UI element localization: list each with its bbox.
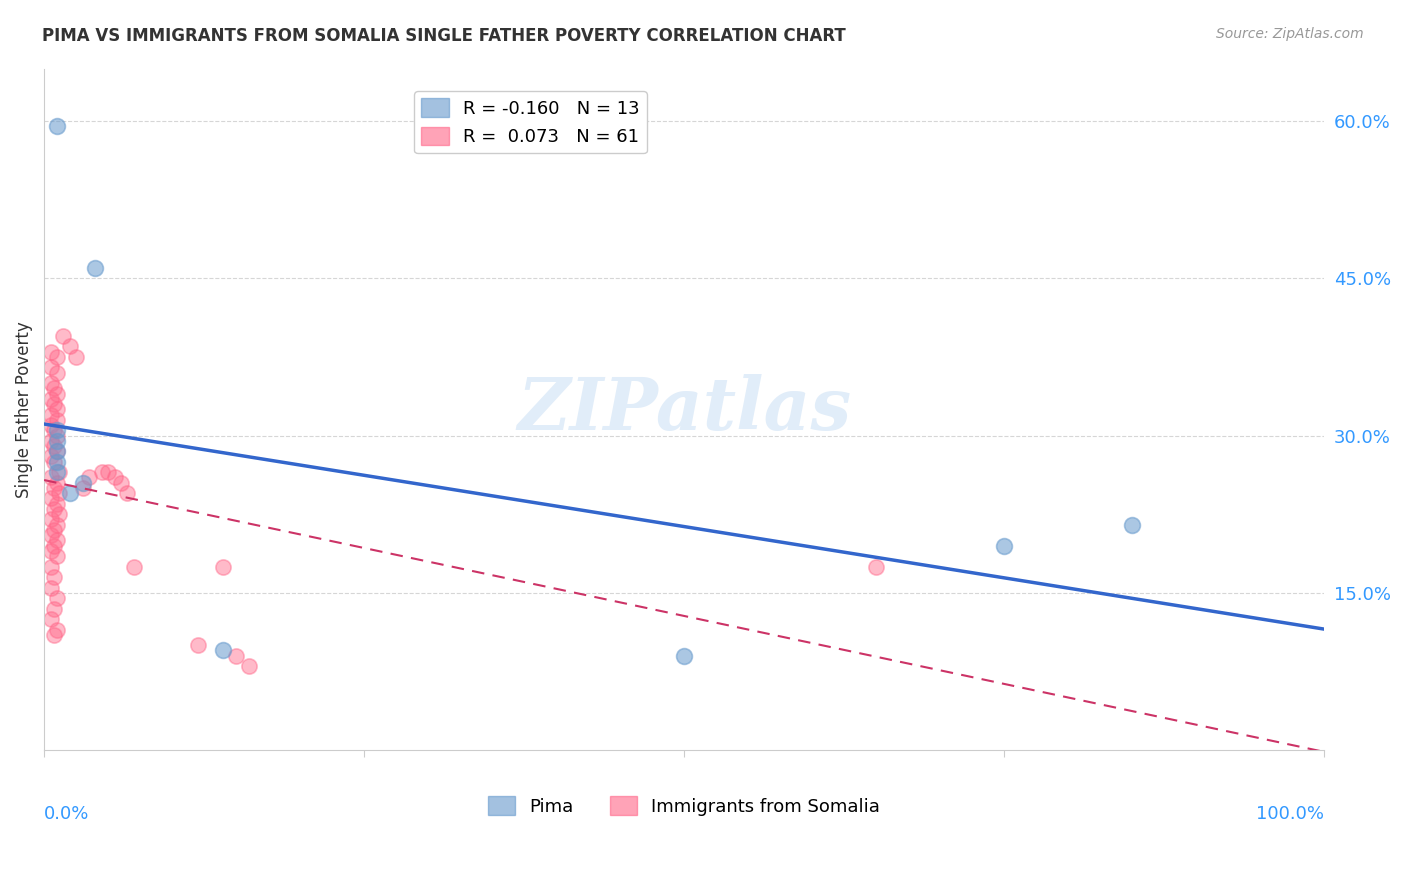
Pima (84, 260, 107, 275)
Pima (45, 423, 67, 437)
Pima (673, 648, 696, 663)
Immigrants from Somalia (39, 559, 62, 574)
Immigrants from Somalia (48, 486, 70, 500)
Immigrants from Somalia (39, 408, 62, 422)
Immigrants from Somalia (39, 417, 62, 432)
Pima (993, 539, 1015, 553)
Immigrants from Somalia (44, 455, 66, 469)
Immigrants from Somalia (44, 397, 66, 411)
Immigrants from Somalia (39, 434, 62, 448)
Immigrants from Somalia (110, 475, 132, 490)
Immigrants from Somalia (45, 533, 67, 548)
Immigrants from Somalia (44, 523, 66, 537)
Immigrants from Somalia (65, 350, 87, 364)
Pima (212, 643, 235, 657)
Immigrants from Somalia (44, 381, 66, 395)
Immigrants from Somalia (39, 581, 62, 595)
Immigrants from Somalia (39, 528, 62, 542)
Immigrants from Somalia (39, 450, 62, 464)
Immigrants from Somalia (44, 502, 66, 516)
Text: PIMA VS IMMIGRANTS FROM SOMALIA SINGLE FATHER POVERTY CORRELATION CHART: PIMA VS IMMIGRANTS FROM SOMALIA SINGLE F… (42, 27, 846, 45)
Immigrants from Somalia (45, 623, 67, 637)
Immigrants from Somalia (45, 549, 67, 563)
Immigrants from Somalia (39, 491, 62, 506)
Immigrants from Somalia (45, 386, 67, 401)
Immigrants from Somalia (225, 648, 247, 663)
Immigrants from Somalia (48, 465, 70, 479)
Immigrants from Somalia (39, 470, 62, 484)
Immigrants from Somalia (117, 486, 139, 500)
Immigrants from Somalia (212, 559, 235, 574)
Immigrants from Somalia (44, 601, 66, 615)
Pima (45, 434, 67, 448)
Pima (45, 455, 67, 469)
Immigrants from Somalia (44, 423, 66, 437)
Text: Source: ZipAtlas.com: Source: ZipAtlas.com (1216, 27, 1364, 41)
Immigrants from Somalia (45, 350, 67, 364)
Immigrants from Somalia (865, 559, 887, 574)
Immigrants from Somalia (59, 339, 82, 353)
Immigrants from Somalia (52, 329, 75, 343)
Immigrants from Somalia (187, 638, 209, 652)
Immigrants from Somalia (45, 402, 67, 417)
Immigrants from Somalia (45, 413, 67, 427)
Immigrants from Somalia (122, 559, 145, 574)
Immigrants from Somalia (72, 481, 94, 495)
Immigrants from Somalia (45, 444, 67, 458)
Immigrants from Somalia (39, 612, 62, 626)
Immigrants from Somalia (45, 591, 67, 605)
Immigrants from Somalia (48, 507, 70, 521)
Immigrants from Somalia (39, 360, 62, 375)
Y-axis label: Single Father Poverty: Single Father Poverty (15, 321, 32, 498)
Immigrants from Somalia (44, 570, 66, 584)
Immigrants from Somalia (45, 475, 67, 490)
Immigrants from Somalia (97, 465, 120, 479)
Text: ZIPatlas: ZIPatlas (517, 374, 851, 445)
Text: 0.0%: 0.0% (44, 805, 90, 822)
Immigrants from Somalia (45, 366, 67, 380)
Immigrants from Somalia (44, 539, 66, 553)
Immigrants from Somalia (39, 344, 62, 359)
Pima (59, 486, 82, 500)
Immigrants from Somalia (44, 628, 66, 642)
Immigrants from Somalia (45, 517, 67, 532)
Pima (45, 465, 67, 479)
Pima (45, 444, 67, 458)
Legend: Pima, Immigrants from Somalia: Pima, Immigrants from Somalia (481, 789, 887, 822)
Pima (72, 475, 94, 490)
Immigrants from Somalia (44, 481, 66, 495)
Immigrants from Somalia (39, 512, 62, 526)
Immigrants from Somalia (39, 544, 62, 558)
Immigrants from Somalia (77, 470, 100, 484)
Pima (45, 119, 67, 133)
Immigrants from Somalia (39, 392, 62, 406)
Pima (1121, 517, 1143, 532)
Immigrants from Somalia (90, 465, 112, 479)
Immigrants from Somalia (45, 497, 67, 511)
Immigrants from Somalia (238, 659, 260, 673)
Immigrants from Somalia (44, 439, 66, 453)
Immigrants from Somalia (39, 376, 62, 390)
Text: 100.0%: 100.0% (1256, 805, 1324, 822)
Immigrants from Somalia (45, 428, 67, 442)
Immigrants from Somalia (103, 470, 125, 484)
